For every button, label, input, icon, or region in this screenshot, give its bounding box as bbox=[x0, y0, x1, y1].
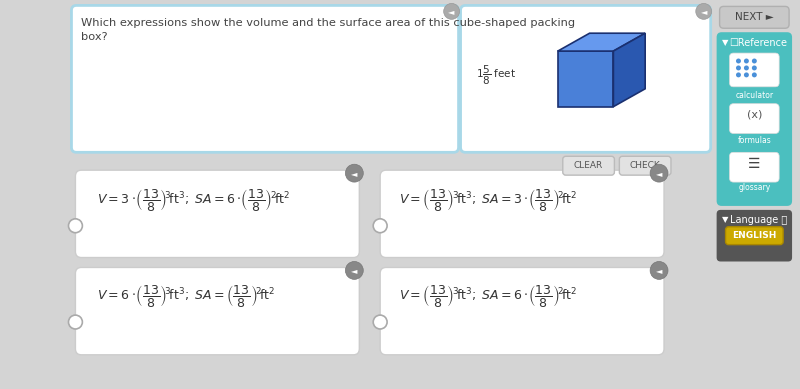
Circle shape bbox=[696, 4, 712, 19]
FancyBboxPatch shape bbox=[71, 5, 458, 152]
Polygon shape bbox=[614, 33, 645, 107]
Circle shape bbox=[736, 58, 741, 63]
Circle shape bbox=[736, 72, 741, 77]
Circle shape bbox=[444, 4, 459, 19]
Circle shape bbox=[736, 65, 741, 70]
Circle shape bbox=[69, 219, 82, 233]
FancyBboxPatch shape bbox=[730, 104, 779, 133]
Text: ◄: ◄ bbox=[351, 266, 358, 275]
Text: $1\dfrac{5}{8}$ feet: $1\dfrac{5}{8}$ feet bbox=[477, 63, 517, 86]
Text: calculator: calculator bbox=[735, 91, 774, 100]
Circle shape bbox=[346, 261, 363, 279]
Circle shape bbox=[69, 315, 82, 329]
Text: CLEAR: CLEAR bbox=[574, 161, 603, 170]
Text: ☐Reference: ☐Reference bbox=[730, 38, 787, 48]
Text: ENGLISH: ENGLISH bbox=[732, 231, 777, 240]
FancyBboxPatch shape bbox=[380, 268, 664, 355]
FancyBboxPatch shape bbox=[562, 156, 614, 175]
Polygon shape bbox=[558, 51, 614, 107]
Text: Which expressions show the volume and the surface area of this cube-shaped packi: Which expressions show the volume and th… bbox=[82, 18, 575, 42]
Text: ◄: ◄ bbox=[448, 7, 455, 16]
FancyBboxPatch shape bbox=[619, 156, 671, 175]
FancyBboxPatch shape bbox=[717, 32, 792, 206]
FancyBboxPatch shape bbox=[75, 170, 359, 258]
Text: ◄: ◄ bbox=[656, 266, 662, 275]
Text: ▼: ▼ bbox=[722, 38, 728, 47]
Circle shape bbox=[346, 164, 363, 182]
FancyBboxPatch shape bbox=[730, 152, 779, 182]
Text: ☰: ☰ bbox=[748, 157, 761, 171]
Text: CHECK: CHECK bbox=[630, 161, 661, 170]
Circle shape bbox=[752, 58, 757, 63]
Text: Language ⓘ: Language ⓘ bbox=[730, 215, 786, 225]
Text: ◄: ◄ bbox=[701, 7, 707, 16]
Text: (x): (x) bbox=[746, 110, 762, 120]
FancyBboxPatch shape bbox=[720, 6, 789, 28]
Circle shape bbox=[374, 219, 387, 233]
FancyBboxPatch shape bbox=[730, 53, 779, 87]
Text: $V = 6\cdot\!\left(\dfrac{13}{8}\right)^{\!3}\!\mathrm{ft}^3;\; SA = \left(\dfra: $V = 6\cdot\!\left(\dfrac{13}{8}\right)^… bbox=[98, 283, 276, 309]
FancyBboxPatch shape bbox=[380, 170, 664, 258]
Circle shape bbox=[752, 65, 757, 70]
Circle shape bbox=[374, 315, 387, 329]
Circle shape bbox=[650, 261, 668, 279]
FancyBboxPatch shape bbox=[726, 227, 783, 245]
Polygon shape bbox=[558, 33, 645, 51]
Text: $V = 3\cdot\!\left(\dfrac{13}{8}\right)^{\!3}\!\mathrm{ft}^3;\; SA = 6\cdot\!\le: $V = 3\cdot\!\left(\dfrac{13}{8}\right)^… bbox=[98, 187, 290, 213]
Text: $V = \left(\dfrac{13}{8}\right)^{\!3}\!\mathrm{ft}^3;\; SA = 6\cdot\!\left(\dfra: $V = \left(\dfrac{13}{8}\right)^{\!3}\!\… bbox=[399, 283, 578, 309]
Circle shape bbox=[744, 58, 749, 63]
FancyBboxPatch shape bbox=[461, 5, 710, 152]
Text: ▼: ▼ bbox=[722, 215, 728, 224]
Text: formulas: formulas bbox=[738, 137, 771, 145]
Circle shape bbox=[752, 72, 757, 77]
Text: $V = \left(\dfrac{13}{8}\right)^{\!3}\!\mathrm{ft}^3;\; SA = 3\cdot\!\left(\dfra: $V = \left(\dfrac{13}{8}\right)^{\!3}\!\… bbox=[399, 187, 578, 213]
Text: ◄: ◄ bbox=[351, 169, 358, 178]
Text: NEXT ►: NEXT ► bbox=[735, 12, 774, 22]
FancyBboxPatch shape bbox=[717, 210, 792, 261]
Text: glossary: glossary bbox=[738, 183, 770, 192]
Circle shape bbox=[744, 72, 749, 77]
Circle shape bbox=[744, 65, 749, 70]
Text: ◄: ◄ bbox=[656, 169, 662, 178]
Circle shape bbox=[650, 164, 668, 182]
FancyBboxPatch shape bbox=[75, 268, 359, 355]
